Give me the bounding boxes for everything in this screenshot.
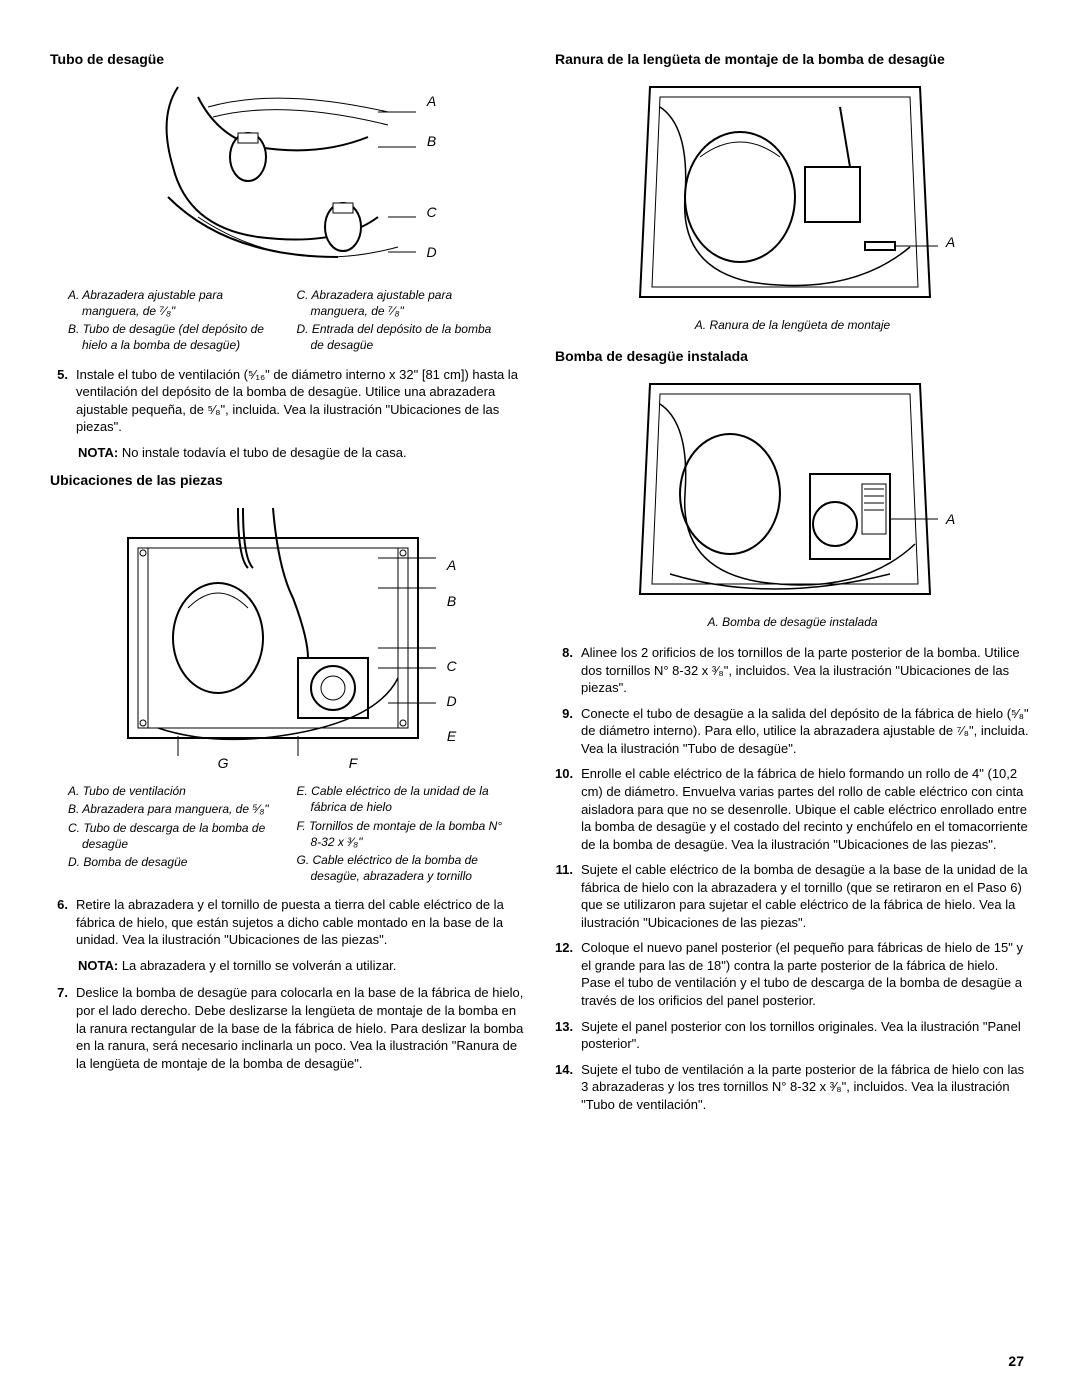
step-number: 8.	[555, 644, 581, 697]
nota-text: No instale todavía el tubo de desagüe de…	[118, 445, 406, 460]
list-item: 13. Sujete el panel posterior con los to…	[555, 1018, 1030, 1053]
step-text: Sujete el cable eléctrico de la bomba de…	[581, 861, 1030, 931]
step-list-left-1: 5. Instale el tubo de ventilación (⁵⁄₁₆"…	[50, 366, 525, 436]
nota-1: NOTA: No instale todavía el tubo de desa…	[78, 444, 525, 462]
figure-bomba-instalada: A	[555, 374, 1030, 604]
fig1-callouts: A B C D	[418, 77, 436, 277]
step-number: 13.	[555, 1018, 581, 1053]
heading-ranura: Ranura de la lengüeta de montaje de la b…	[555, 50, 1030, 69]
parts-location-diagram	[118, 498, 438, 758]
legend-item: G. Cable eléctrico de la bomba de desagü…	[297, 852, 508, 884]
step-number: 6.	[50, 896, 76, 949]
step-number: 10.	[555, 765, 581, 853]
list-item: 12. Coloque el nuevo panel posterior (el…	[555, 939, 1030, 1009]
mounting-slot-diagram	[630, 77, 940, 307]
callout-d: D	[426, 243, 436, 262]
callout-b: B	[446, 592, 456, 611]
nota-label: NOTA:	[78, 445, 118, 460]
step-text: Enrolle el cable eléctrico de la fábrica…	[581, 765, 1030, 853]
right-column: Ranura de la lengüeta de montaje de la b…	[555, 50, 1030, 1121]
list-item: 14. Sujete el tubo de ventilación a la p…	[555, 1061, 1030, 1114]
step-list-right: 8. Alinee los 2 orificios de los tornill…	[555, 644, 1030, 1113]
list-item: 7. Deslice la bomba de desagüe para colo…	[50, 984, 525, 1072]
step-number: 9.	[555, 705, 581, 758]
callout-a: A	[426, 92, 436, 111]
list-item: 9. Conecte el tubo de desagüe a la salid…	[555, 705, 1030, 758]
list-item: 5. Instale el tubo de ventilación (⁵⁄₁₆"…	[50, 366, 525, 436]
figure-ubicaciones: A B C D E G F	[50, 498, 525, 773]
step-text: Sujete el panel posterior con los tornil…	[581, 1018, 1030, 1053]
fig2-legend: A. Tubo de ventilación B. Abrazadera par…	[50, 783, 525, 886]
step-number: 12.	[555, 939, 581, 1009]
callout-a: A	[940, 510, 955, 529]
fig1-legend: A. Abrazadera ajustable para manguera, d…	[50, 287, 525, 356]
step-text: Coloque el nuevo panel posterior (el peq…	[581, 939, 1030, 1009]
heading-bomba-instalada: Bomba de desagüe instalada	[555, 347, 1030, 366]
fig3-caption: A. Ranura de la lengüeta de montaje	[555, 317, 1030, 333]
list-item: 6. Retire la abrazadera y el tornillo de…	[50, 896, 525, 949]
fig4-caption: A. Bomba de desagüe instalada	[555, 614, 1030, 630]
nota-text: La abrazadera y el tornillo se volverán …	[118, 958, 396, 973]
list-item: 11. Sujete el cable eléctrico de la bomb…	[555, 861, 1030, 931]
callout-b: B	[426, 132, 436, 151]
legend-item: A. Abrazadera ajustable para manguera, d…	[68, 287, 279, 319]
left-column: Tubo de desagüe	[50, 50, 525, 1121]
legend-item: D. Bomba de desagüe	[68, 854, 279, 870]
nota-2: NOTA: La abrazadera y el tornillo se vol…	[78, 957, 525, 975]
step-number: 11.	[555, 861, 581, 931]
callout-c: C	[426, 203, 436, 222]
callout-c: C	[446, 657, 456, 676]
callout-d: D	[446, 692, 456, 711]
legend-item: E. Cable eléctrico de la unidad de la fá…	[297, 783, 508, 815]
page-columns: Tubo de desagüe	[50, 50, 1030, 1121]
callout-a: A	[940, 233, 955, 252]
figure-ranura: A	[555, 77, 1030, 307]
legend-item: D. Entrada del depósito de la bomba de d…	[297, 321, 508, 353]
heading-ubicaciones: Ubicaciones de las piezas	[50, 471, 525, 490]
legend-item: F. Tornillos de montaje de la bomba N° 8…	[297, 818, 508, 850]
legend-item: B. Abrazadera para manguera, de ⁵⁄₈"	[68, 801, 279, 817]
step-text: Deslice la bomba de desagüe para colocar…	[76, 984, 525, 1072]
nota-label: NOTA:	[78, 958, 118, 973]
callout-f: F	[349, 754, 358, 773]
callout-e: E	[446, 727, 456, 746]
step-list-left-3: 7. Deslice la bomba de desagüe para colo…	[50, 984, 525, 1072]
step-text: Instale el tubo de ventilación (⁵⁄₁₆" de…	[76, 366, 525, 436]
heading-tubo: Tubo de desagüe	[50, 50, 525, 69]
step-number: 7.	[50, 984, 76, 1072]
legend-item: C. Tubo de descarga de la bomba de desag…	[68, 820, 279, 852]
step-number: 14.	[555, 1061, 581, 1114]
figure-tubo-desague: A B C D	[50, 77, 525, 277]
legend-item: C. Abrazadera ajustable para manguera, d…	[297, 287, 508, 319]
step-list-left-2: 6. Retire la abrazadera y el tornillo de…	[50, 896, 525, 949]
drain-tube-diagram	[138, 77, 418, 277]
step-text: Conecte el tubo de desagüe a la salida d…	[581, 705, 1030, 758]
callout-g: G	[218, 754, 229, 773]
step-number: 5.	[50, 366, 76, 436]
page-number: 27	[1008, 1352, 1024, 1371]
list-item: 8. Alinee los 2 orificios de los tornill…	[555, 644, 1030, 697]
callout-a: A	[446, 556, 456, 575]
pump-installed-diagram	[630, 374, 940, 604]
step-text: Retire la abrazadera y el tornillo de pu…	[76, 896, 525, 949]
legend-item: A. Tubo de ventilación	[68, 783, 279, 799]
step-text: Sujete el tubo de ventilación a la parte…	[581, 1061, 1030, 1114]
step-text: Alinee los 2 orificios de los tornillos …	[581, 644, 1030, 697]
fig2-callouts-side: A B C D E	[438, 498, 456, 758]
legend-item: B. Tubo de desagüe (del depósito de hiel…	[68, 321, 279, 353]
list-item: 10. Enrolle el cable eléctrico de la fáb…	[555, 765, 1030, 853]
